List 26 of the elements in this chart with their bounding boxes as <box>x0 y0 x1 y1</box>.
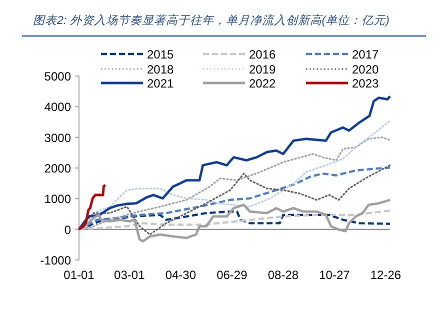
y-tick-label: 2000 <box>44 162 72 176</box>
legend-label: 2015 <box>147 48 174 62</box>
legend-label: 2018 <box>147 62 174 76</box>
legend-label: 2023 <box>352 76 380 90</box>
chart-title: 图表2: 外资入场节奏显著高于往年，单月净流入创新高(单位：亿元) <box>33 14 390 27</box>
y-tick-label: 4000 <box>44 100 72 114</box>
legend-label: 2020 <box>352 62 380 76</box>
x-tick-label: 12-26 <box>370 268 402 282</box>
x-tick-label: 06-29 <box>216 268 248 282</box>
line-series <box>78 95 392 231</box>
x-tick-label: 10-27 <box>319 268 350 282</box>
y-tick-label: -1000 <box>40 254 72 268</box>
x-tick-label: 01-01 <box>64 268 95 282</box>
legend-label: 2016 <box>249 48 276 62</box>
legend-label: 2021 <box>147 76 174 90</box>
y-tick-label: 0 <box>64 222 72 237</box>
y-tick-label: 1000 <box>44 192 72 206</box>
y-tick-label: 5000 <box>44 70 72 84</box>
line-series <box>78 184 107 231</box>
x-tick-label: 04-30 <box>165 268 196 282</box>
legend-label: 2022 <box>249 76 276 90</box>
x-tick-label: 03-01 <box>114 268 146 282</box>
y-tick-label: 3000 <box>44 130 72 145</box>
x-tick-label: 08-28 <box>268 268 299 282</box>
legend-label: 2017 <box>352 48 380 62</box>
legend-label: 2019 <box>249 62 276 76</box>
